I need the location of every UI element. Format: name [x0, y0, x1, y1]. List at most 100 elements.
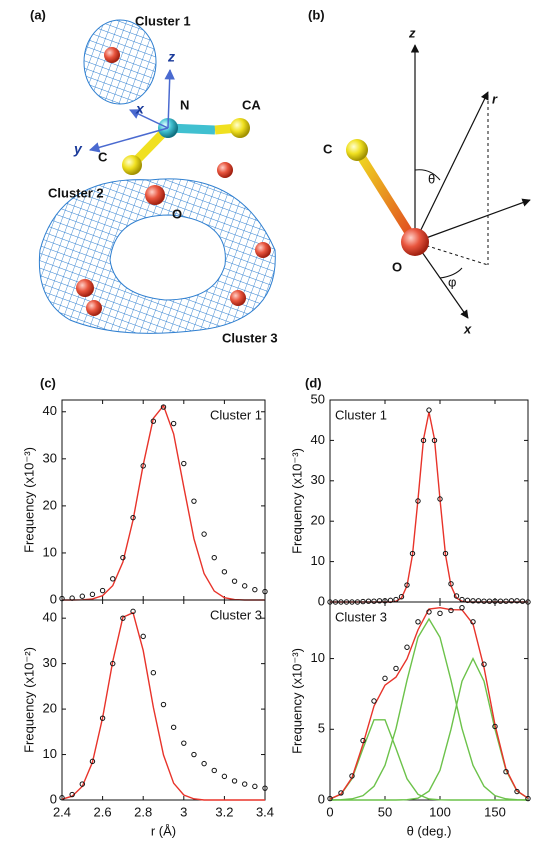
- data-point: [191, 498, 197, 504]
- axis-label: x: [135, 101, 145, 117]
- label: O: [172, 206, 182, 221]
- series-line: [330, 656, 529, 801]
- data-point: [437, 610, 443, 617]
- data-point: [442, 550, 449, 557]
- data-point: [365, 598, 372, 604]
- data-point: [130, 514, 136, 521]
- data-point: [481, 661, 487, 667]
- y-axis-title: Frequency (x10⁻³): [289, 448, 304, 554]
- y-tick-label: 10: [43, 544, 57, 559]
- data-point: [371, 598, 377, 604]
- x-tick-label: 150: [484, 804, 506, 819]
- atom: [217, 162, 233, 178]
- data-point: [426, 407, 432, 413]
- series-line: [329, 606, 529, 800]
- data-point: [338, 790, 344, 796]
- data-point: [242, 781, 248, 787]
- data-point: [79, 593, 86, 599]
- data-point: [150, 670, 157, 676]
- mesh-cluster: [38, 178, 276, 334]
- data-point: [481, 598, 487, 604]
- data-point: [404, 582, 410, 588]
- axis-arrow: [414, 91, 489, 243]
- y-tick-label: 40: [311, 432, 325, 447]
- x-tick-label: 2.4: [53, 804, 71, 819]
- y-tick-label: 30: [311, 472, 325, 487]
- data-point: [262, 785, 268, 791]
- y-axis-title: Frequency (x10⁻³): [289, 648, 304, 754]
- chart: 0 10 20 30 40 50 Frequency (x10⁻³) Cluster 1: [289, 391, 531, 608]
- y-tick-label: 0: [50, 591, 57, 606]
- panel-b: (b) z r C θ O φ x: [308, 7, 531, 336]
- y-tick-label: 0: [318, 593, 325, 608]
- data-point: [475, 598, 482, 604]
- y-tick-label: 0: [50, 791, 57, 806]
- y-tick-label: 10: [311, 650, 325, 665]
- x-tick-label: 3.2: [215, 804, 233, 819]
- y-tick-label: 20: [43, 497, 57, 512]
- data-point: [453, 593, 460, 599]
- data-point: [448, 581, 454, 587]
- y-axis-title: Frequency (x10⁻³): [21, 447, 36, 553]
- data-point: [221, 773, 228, 780]
- axis-arrow: [88, 127, 169, 153]
- data-point: [514, 788, 520, 795]
- data-point: [211, 767, 217, 774]
- series-line: [330, 411, 528, 603]
- data-point: [327, 795, 333, 802]
- plot-frame: [61, 399, 266, 601]
- data-point: [120, 554, 126, 561]
- panel-label: (a): [30, 7, 46, 22]
- data-point: [514, 598, 520, 604]
- atom: [255, 242, 271, 258]
- data-point: [201, 760, 207, 767]
- y-tick-label: 50: [311, 391, 325, 406]
- series-line: [62, 404, 265, 601]
- angle-arc: [439, 267, 463, 279]
- bond: [353, 147, 419, 245]
- label: C: [98, 149, 108, 164]
- data-point: [382, 675, 388, 682]
- data-point: [420, 437, 427, 444]
- angle-label: φ: [448, 274, 456, 289]
- annotation: Cluster 3: [335, 609, 387, 624]
- axis-label: y: [73, 141, 83, 157]
- data-point: [110, 660, 116, 667]
- axis-arrow: [164, 68, 175, 129]
- data-point: [409, 550, 416, 557]
- data-point: [371, 698, 377, 704]
- data-point: [89, 758, 96, 765]
- data-point: [464, 597, 471, 604]
- angle-arc: [414, 169, 441, 181]
- data-point: [231, 778, 238, 784]
- data-point: [426, 609, 432, 615]
- data-point: [459, 604, 465, 611]
- x-tick-label: 3.4: [256, 804, 274, 819]
- label: O: [392, 259, 402, 274]
- data-point: [150, 418, 157, 424]
- y-tick-label: 30: [43, 655, 57, 670]
- x-axis-title: θ (deg.): [407, 823, 452, 838]
- data-point: [160, 701, 167, 708]
- atom: [122, 155, 142, 175]
- series-line: [329, 719, 528, 801]
- annotation: Cluster 1: [335, 407, 387, 422]
- data-point: [191, 751, 197, 758]
- atom: [401, 228, 429, 256]
- data-point: [503, 598, 509, 604]
- data-point: [349, 773, 355, 779]
- series-line: [61, 611, 265, 801]
- data-point: [503, 769, 509, 775]
- data-point: [211, 554, 217, 561]
- label: Cluster 3: [222, 330, 278, 345]
- data-point: [140, 463, 146, 469]
- data-point: [404, 644, 410, 650]
- atom: [104, 47, 120, 63]
- y-tick-label: 5: [318, 721, 325, 736]
- data-point: [221, 569, 228, 575]
- data-point: [470, 619, 476, 625]
- data-point: [448, 607, 454, 614]
- x-axis-title: r (Å): [151, 823, 176, 838]
- chart: 0 10 20 30 40 Frequency (x10⁻³) Cluster 1: [21, 399, 268, 606]
